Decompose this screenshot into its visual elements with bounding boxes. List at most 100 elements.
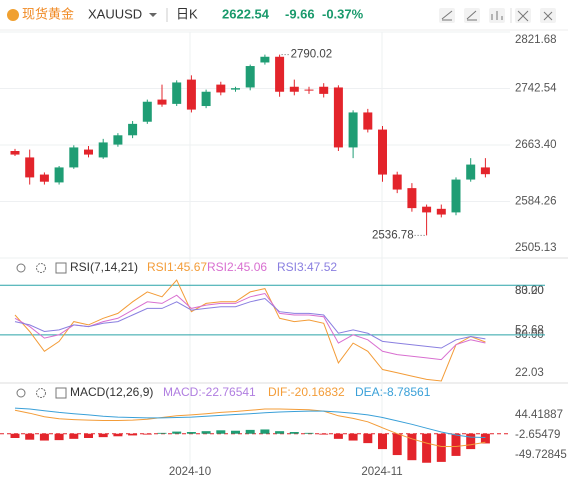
- candle-body: [304, 89, 314, 91]
- eye-icon[interactable]: [16, 263, 26, 273]
- y-tick-label: 83.20: [515, 285, 544, 297]
- y-tick-label: 2821.68: [515, 34, 557, 46]
- y-tick-label: -2.65479: [515, 429, 560, 441]
- candle-body: [98, 142, 108, 158]
- histogram-bar: [275, 431, 285, 434]
- histogram-bar: [25, 433, 35, 440]
- y-tick-label: 2505.13: [515, 242, 557, 254]
- histogram-bar: [363, 433, 373, 444]
- histogram-bar: [392, 433, 402, 456]
- histogram-bar: [348, 433, 358, 441]
- legend-entry: RSI1:45.67: [147, 260, 207, 274]
- histogram-bar: [451, 433, 461, 456]
- histogram-bar: [39, 433, 49, 441]
- histogram-bar: [172, 431, 182, 434]
- candle-body: [348, 112, 358, 148]
- histogram-bar: [245, 429, 255, 434]
- histogram-bar: [436, 433, 446, 462]
- histogram-bar: [69, 433, 79, 439]
- settings-icon[interactable]: [36, 263, 46, 273]
- tool-icon: [517, 10, 529, 22]
- candle-body: [25, 157, 35, 178]
- toolbar: [439, 8, 556, 23]
- candle-body: [216, 84, 226, 93]
- checkbox-icon[interactable]: [55, 387, 67, 399]
- candle-body: [466, 164, 476, 180]
- candle-body: [84, 149, 93, 155]
- annotation: 2790.02: [291, 49, 333, 61]
- period[interactable]: 日K: [176, 6, 198, 21]
- histogram-bar: [304, 432, 314, 434]
- dropdown-arrow[interactable]: [149, 13, 157, 17]
- legend-entry: MACD:-22.76541: [163, 385, 256, 399]
- candle-body: [436, 208, 446, 215]
- histogram-bar: [466, 433, 476, 450]
- y-tick-label: 80.00: [515, 285, 544, 297]
- histogram-bar: [186, 432, 196, 434]
- change-pct: -0.37%: [322, 6, 364, 21]
- candle-body: [231, 88, 240, 90]
- histogram-bar: [10, 433, 20, 438]
- rsi-header: RSI(7,14,21): [16, 260, 138, 274]
- candle-body: [392, 174, 402, 190]
- indicator-title: RSI(7,14,21): [70, 260, 138, 274]
- indicator-title: MACD(12,26,9): [70, 385, 153, 399]
- histogram-bar: [407, 433, 417, 461]
- histogram-bar: [201, 431, 211, 434]
- symbol[interactable]: XAUUSD: [88, 6, 142, 21]
- candle-body: [186, 79, 196, 110]
- change: -9.66: [285, 6, 315, 21]
- candle-body: [54, 167, 64, 183]
- legend-entry: DIF:-20.16832: [268, 385, 345, 399]
- histogram-bar: [319, 433, 329, 435]
- legend-entry: RSI3:47.52: [277, 260, 337, 274]
- candle-body: [69, 147, 79, 168]
- histogram-bar: [142, 433, 152, 435]
- indicator-line: [14, 297, 486, 349]
- histogram-bar: [98, 433, 108, 438]
- instrument-name: 现货黄金: [22, 6, 74, 21]
- histogram-bar: [422, 433, 432, 463]
- candle-body: [172, 82, 182, 104]
- tool-icon: [491, 11, 503, 20]
- histogram-bar: [128, 433, 138, 436]
- candle-body: [201, 91, 211, 107]
- indicator-line: [14, 407, 486, 438]
- candle-body: [128, 123, 138, 136]
- gold-icon: [7, 9, 19, 21]
- histogram-bar: [378, 433, 387, 450]
- candle-body: [275, 56, 285, 92]
- candle-body: [10, 151, 20, 155]
- y-tick-label: 2584.26: [515, 196, 557, 208]
- histogram-bar: [289, 432, 299, 434]
- legend-entry: RSI2:45.06: [207, 260, 267, 274]
- x-tick-label: 2024-11: [361, 466, 402, 478]
- candle-body: [363, 112, 373, 130]
- indicator-line: [14, 408, 486, 447]
- histogram-bar: [231, 430, 240, 434]
- candle-body: [407, 188, 417, 209]
- checkbox-icon[interactable]: [55, 262, 67, 274]
- candle-body: [319, 86, 329, 94]
- candle-body: [289, 86, 299, 92]
- tool-icon: [441, 10, 453, 21]
- settings-icon[interactable]: [36, 388, 46, 398]
- candle-body: [260, 56, 270, 63]
- candle-body: [333, 87, 343, 148]
- tool-button[interactable]: [464, 8, 480, 23]
- histogram-bar: [157, 432, 167, 434]
- eye-icon[interactable]: [16, 388, 26, 398]
- candle-body: [245, 66, 255, 88]
- macd-header: MACD(12,26,9): [16, 385, 153, 399]
- candle-body: [142, 101, 152, 122]
- candle-body: [480, 167, 490, 175]
- annotation: 2536.78: [372, 229, 414, 241]
- indicator-line: [14, 292, 486, 361]
- candle-body: [39, 174, 49, 182]
- y-tick-label: -49.72845: [515, 449, 567, 461]
- histogram-bar: [260, 429, 270, 434]
- indicator-line: [14, 279, 486, 382]
- candle-body: [157, 99, 167, 105]
- tool-icon: [466, 10, 477, 21]
- histogram-bar: [113, 433, 123, 437]
